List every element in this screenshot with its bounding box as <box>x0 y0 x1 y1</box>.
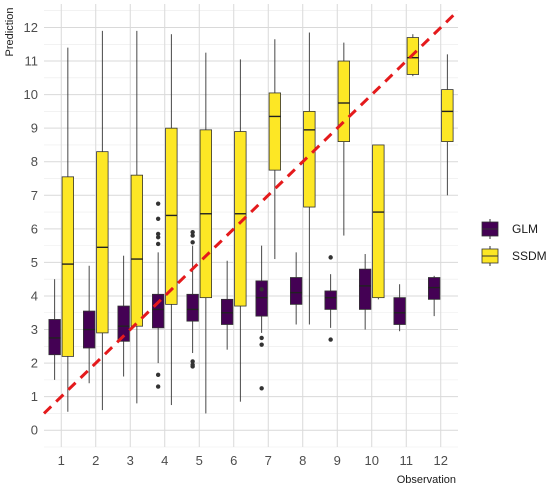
grid-layer <box>44 4 458 448</box>
outlier-point <box>190 362 195 367</box>
glm-box <box>393 297 406 325</box>
ssdm-box <box>130 174 144 327</box>
legend-ssdm-label: SSDM <box>512 249 547 263</box>
y-tick-label: 10 <box>24 87 38 102</box>
legend-item-ssdm: SSDM <box>481 246 547 266</box>
glm-box <box>220 298 234 325</box>
legend-glm-label: GLM <box>512 222 538 236</box>
glm-box <box>255 280 268 317</box>
outlier-point <box>259 335 264 341</box>
glm-box <box>48 319 61 356</box>
outlier-point <box>155 384 161 389</box>
x-tick-label: 7 <box>265 453 272 468</box>
outlier-point <box>259 386 264 391</box>
ssdm-box <box>441 89 454 142</box>
outlier-point <box>328 255 333 260</box>
ssdm-box <box>96 151 109 334</box>
y-axis-title: Prediction <box>4 8 16 57</box>
x-axis-title: Observation <box>397 474 456 486</box>
y-tick-label: 4 <box>31 288 38 303</box>
glm-box <box>427 277 441 300</box>
outlier-point <box>155 231 161 237</box>
outlier-point <box>259 287 264 292</box>
outlier-point <box>155 201 161 206</box>
ssdm-box <box>61 176 74 357</box>
ssdm-box <box>337 60 351 142</box>
x-tick-label: 3 <box>127 453 134 468</box>
outlier-point <box>190 230 195 235</box>
y-tick-label: 8 <box>31 154 38 169</box>
ssdm-box <box>372 144 385 299</box>
legend-item-glm: GLM <box>481 219 538 239</box>
glm-box <box>117 305 130 342</box>
outlier-point <box>155 241 161 247</box>
glm-box <box>186 293 199 322</box>
x-tick-label: 11 <box>400 453 414 468</box>
y-tick-label: 9 <box>31 121 38 136</box>
x-tick-label: 4 <box>161 453 168 468</box>
outlier-point <box>155 372 161 378</box>
y-tick-label: 1 <box>31 389 38 404</box>
x-tick-label: 10 <box>365 453 379 468</box>
ssdm-box <box>268 92 282 171</box>
legend: GLM SSDM <box>481 219 547 266</box>
glm-box <box>289 277 303 305</box>
y-tick-label: 5 <box>31 255 38 270</box>
x-tick-label: 1 <box>58 453 65 468</box>
outlier-point <box>190 359 195 364</box>
x-tick-label: 2 <box>92 453 99 468</box>
glm-box <box>358 268 372 310</box>
outlier-point <box>190 233 195 238</box>
outlier-point <box>328 337 333 342</box>
reference-line-layer <box>42 9 460 415</box>
ssdm-box <box>165 127 178 305</box>
y-tick-label: 12 <box>24 20 38 35</box>
identity-reference-line <box>42 9 460 415</box>
x-tick-label: 8 <box>299 453 306 468</box>
outlier-point <box>155 216 161 221</box>
y-tick-label: 0 <box>31 423 38 438</box>
y-tick-label: 6 <box>31 221 38 236</box>
y-tick-label: 11 <box>25 54 39 69</box>
outlier-point <box>190 240 195 245</box>
outlier-point <box>259 342 264 347</box>
x-tick-label: 5 <box>196 453 203 468</box>
glm-box <box>324 290 337 310</box>
outlier-point <box>155 235 161 240</box>
y-tick-label: 3 <box>31 322 38 337</box>
y-tick-label: 2 <box>31 356 38 371</box>
glm-box <box>151 293 165 329</box>
x-tick-label: 9 <box>334 453 341 468</box>
x-tick-label: 12 <box>434 453 448 468</box>
x-tick-label: 6 <box>230 453 237 468</box>
y-tick-label: 7 <box>31 188 38 203</box>
